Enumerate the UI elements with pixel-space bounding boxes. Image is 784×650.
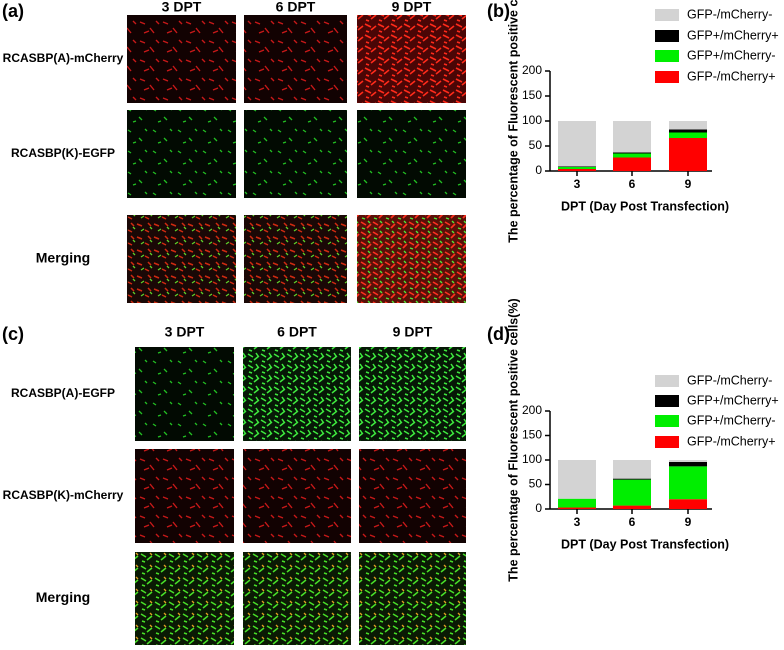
bar-segment (613, 153, 651, 158)
legend-swatch (655, 395, 679, 407)
bar-segment (613, 460, 651, 479)
panel-tag: (c) (2, 324, 24, 344)
row-label: RCASBP(A)-EGFP (11, 386, 115, 400)
column-header: 9 DPT (392, 0, 432, 15)
micrograph (127, 215, 236, 303)
y-tick-label: 50 (529, 138, 543, 152)
x-tick-label: 9 (685, 177, 692, 191)
column-header: 3 DPT (162, 0, 202, 15)
legend-swatch (655, 50, 679, 62)
y-tick-label: 0 (535, 163, 542, 177)
panel-tag: (a) (2, 1, 24, 21)
bar-segment (669, 129, 707, 133)
micrograph (357, 15, 466, 103)
bar-segment (669, 466, 707, 500)
bar-segment (669, 499, 707, 509)
y-tick-label: 100 (522, 113, 542, 127)
micrograph (244, 15, 347, 103)
bar-segment (669, 121, 707, 130)
micrograph (357, 110, 466, 198)
micrograph (135, 347, 234, 441)
panel-tag: (d) (487, 324, 510, 344)
x-tick-label: 3 (574, 515, 581, 529)
legend-swatch (655, 375, 679, 387)
y-tick-label: 150 (522, 428, 542, 442)
y-tick-label: 200 (522, 403, 542, 417)
bar-segment (558, 169, 596, 171)
legend-swatch (655, 436, 679, 448)
y-axis-label: The percentage of Fluorescent positive c… (506, 298, 520, 581)
x-axis-label: DPT (Day Post Transfection) (561, 199, 729, 213)
bar-segment (558, 121, 596, 167)
legend-label: GFP+/mCherry+ (687, 28, 779, 42)
bar-segment (558, 166, 596, 167)
x-tick-label: 6 (629, 177, 636, 191)
bar-segment (669, 460, 707, 462)
bar-segment (558, 460, 596, 499)
row-label: Merging (36, 250, 90, 266)
column-header: 3 DPT (165, 324, 205, 340)
micrograph (243, 552, 351, 645)
micrograph (359, 347, 466, 441)
row-label: RCASBP(A)-mCherry (3, 51, 124, 65)
bar-segment (613, 478, 651, 480)
row-label: Merging (36, 589, 90, 605)
y-tick-label: 150 (522, 88, 542, 102)
panel-tag: (b) (487, 1, 510, 21)
bar-segment (613, 152, 651, 154)
legend-swatch (655, 30, 679, 42)
micrograph (135, 449, 234, 543)
micrograph (244, 215, 347, 303)
bar-segment (558, 167, 596, 169)
bar-segment (669, 461, 707, 467)
column-header: 6 DPT (277, 324, 317, 340)
legend-label: GFP-/mCherry+ (687, 69, 776, 83)
bar-segment (669, 132, 707, 138)
x-tick-label: 9 (685, 515, 692, 529)
column-header: 9 DPT (393, 324, 433, 340)
bar-segment (613, 479, 651, 506)
micrograph (244, 110, 347, 198)
micrograph (359, 449, 466, 543)
x-tick-label: 3 (574, 177, 581, 191)
x-axis-label: DPT (Day Post Transfection) (561, 537, 729, 551)
micrograph (135, 552, 234, 645)
micrograph (127, 110, 236, 198)
legend-label: GFP-/mCherry- (687, 7, 772, 21)
bar-segment (558, 498, 596, 508)
y-tick-label: 200 (522, 63, 542, 77)
x-tick-label: 6 (629, 515, 636, 529)
y-tick-label: 50 (529, 477, 543, 491)
y-tick-label: 100 (522, 452, 542, 466)
bar-segment (669, 138, 707, 171)
legend-label: GFP+/mCherry+ (687, 393, 779, 407)
bar-segment (558, 507, 596, 509)
micrograph (127, 15, 236, 103)
legend-label: GFP-/mCherry+ (687, 434, 776, 448)
legend-label: GFP-/mCherry- (687, 373, 772, 387)
row-label: RCASBP(K)-EGFP (11, 146, 115, 160)
bar-segment (613, 157, 651, 171)
legend-swatch (655, 415, 679, 427)
bar-segment (613, 121, 651, 153)
micrograph (243, 449, 351, 543)
micrograph (357, 215, 466, 303)
legend-swatch (655, 71, 679, 83)
column-header: 6 DPT (276, 0, 316, 15)
row-label: RCASBP(K)-mCherry (3, 488, 124, 502)
legend-label: GFP+/mCherry- (687, 413, 776, 427)
micrograph (359, 552, 466, 645)
y-tick-label: 0 (535, 501, 542, 515)
legend-swatch (655, 9, 679, 21)
micrograph (243, 347, 351, 441)
y-axis-label: The percentage of Fluorescent positive c… (506, 0, 520, 243)
legend-label: GFP+/mCherry- (687, 48, 776, 62)
bar-segment (613, 505, 651, 509)
